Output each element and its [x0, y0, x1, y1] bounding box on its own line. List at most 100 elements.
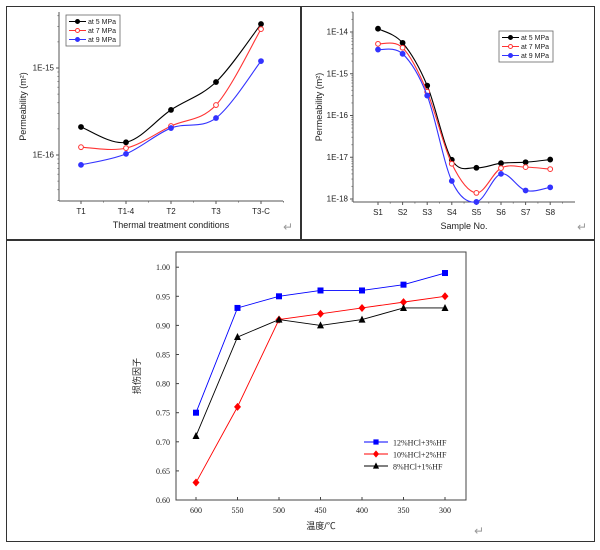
data-point — [358, 315, 366, 323]
legend-label: at 7 MPa — [521, 44, 549, 51]
data-point — [400, 298, 407, 307]
data-point — [448, 178, 455, 184]
data-point — [317, 287, 324, 294]
x-tick-label: 450 — [315, 506, 327, 515]
data-point — [547, 156, 554, 163]
legend-label: 12%HCl+3%HF — [393, 439, 447, 448]
data-point — [78, 161, 84, 168]
data-point — [424, 92, 431, 99]
data-point — [442, 270, 448, 277]
y-tick-label: 0.80 — [156, 380, 170, 389]
y-tick-label: 0.90 — [156, 321, 170, 330]
y-tick-label: 0.60 — [156, 496, 170, 505]
legend-marker — [75, 37, 80, 42]
x-tick-label: 400 — [356, 506, 368, 515]
x-tick-label: T3-C — [252, 207, 270, 216]
x-tick-label: S8 — [545, 208, 555, 217]
data-point — [213, 115, 219, 121]
y-tick-label: 1E-16 — [327, 111, 349, 120]
data-point — [192, 431, 200, 439]
data-point — [123, 139, 129, 146]
legend-marker — [508, 35, 513, 40]
y-tick-label: 0.85 — [156, 351, 170, 360]
legend-label: at 9 MPa — [88, 37, 116, 44]
y-axis-label: Permeability (m²) — [314, 73, 324, 142]
data-point — [168, 106, 174, 113]
data-point — [276, 293, 282, 300]
x-tick-label: 600 — [190, 506, 202, 515]
data-point — [258, 26, 264, 32]
y-axis-label: 损伤因子 — [131, 358, 142, 394]
x-tick-label: 500 — [273, 506, 285, 515]
series-line-0 — [195, 272, 446, 413]
data-point — [213, 102, 219, 108]
legend-label: at 5 MPa — [88, 19, 116, 26]
data-point — [375, 25, 381, 32]
data-point — [78, 124, 84, 130]
x-tick-label: T3 — [211, 207, 221, 216]
legend-label: 8%HCl+1%HF — [393, 463, 443, 472]
data-point — [399, 50, 406, 57]
data-point — [234, 402, 241, 411]
legend-marker — [508, 44, 513, 49]
data-point — [168, 125, 174, 131]
x-tick-label: T2 — [166, 207, 176, 216]
x-tick-label: S5 — [472, 208, 482, 217]
legend-label: at 5 MPa — [521, 35, 549, 42]
data-point — [448, 160, 455, 167]
data-point — [547, 184, 554, 191]
data-point — [441, 303, 449, 311]
x-axis-label: Thermal treatment conditions — [113, 220, 230, 230]
x-tick-label: S7 — [521, 208, 531, 217]
y-tick-label: 1E-14 — [327, 28, 349, 37]
x-tick-label: 550 — [232, 506, 244, 515]
data-point — [359, 287, 365, 294]
data-point — [498, 165, 504, 171]
paragraph-return-icon: ↵ — [577, 220, 588, 234]
data-point — [498, 170, 504, 177]
data-point — [399, 44, 406, 51]
data-point — [213, 79, 219, 85]
x-tick-label: S3 — [422, 208, 432, 217]
paragraph-return-icon: ↵ — [474, 524, 485, 538]
legend-marker — [373, 439, 379, 445]
y-tick-label: 1E-15 — [33, 64, 55, 73]
x-tick-label: S4 — [447, 208, 457, 217]
data-point — [317, 321, 324, 329]
data-point — [400, 303, 407, 311]
data-point — [473, 199, 480, 205]
paragraph-return-icon: ↵ — [283, 220, 294, 234]
data-point — [473, 189, 480, 196]
vertical-divider — [300, 6, 302, 240]
x-tick-label: T1 — [76, 207, 86, 216]
data-point — [358, 303, 366, 312]
data-point — [522, 164, 529, 171]
y-tick-label: 0.75 — [156, 409, 170, 418]
y-tick-label: 1E-16 — [33, 151, 55, 160]
legend-marker — [75, 19, 80, 24]
data-point — [193, 409, 199, 416]
data-point — [441, 292, 449, 301]
x-axis-label: 温度/℃ — [306, 520, 336, 531]
legend-label: at 7 MPa — [88, 28, 116, 35]
legend-marker — [372, 450, 380, 458]
x-tick-label: S1 — [373, 208, 383, 217]
legend-marker — [372, 462, 380, 469]
x-tick-label: T1-4 — [118, 207, 135, 216]
data-point — [317, 309, 324, 318]
y-tick-label: 1E-18 — [327, 195, 349, 204]
data-point — [275, 315, 283, 323]
y-tick-label: 0.95 — [156, 292, 170, 301]
x-tick-label: 300 — [439, 506, 451, 515]
y-tick-label: 0.65 — [156, 467, 170, 476]
data-point — [192, 478, 200, 487]
data-point — [123, 150, 129, 157]
x-axis-label: Sample No. — [440, 221, 487, 231]
legend-marker — [75, 28, 80, 33]
x-tick-label: S6 — [496, 208, 506, 217]
data-point — [234, 304, 241, 311]
data-point — [547, 166, 554, 173]
legend-label: 10%HCl+2%HF — [393, 451, 447, 460]
